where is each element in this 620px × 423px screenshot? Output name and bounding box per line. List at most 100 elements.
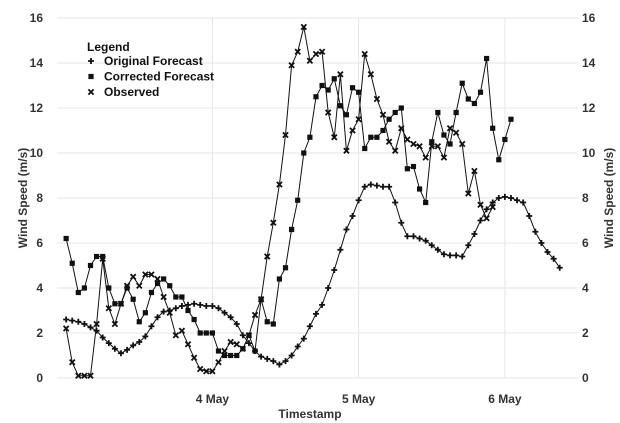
data-point-original-forecast <box>520 199 527 206</box>
x-tick-label: 6 May <box>488 392 522 406</box>
data-point-original-forecast <box>185 301 192 308</box>
data-point-observed <box>178 327 186 334</box>
data-point-observed <box>166 309 173 316</box>
data-point-original-forecast <box>288 352 295 359</box>
y-tick-label-right: 10 <box>582 146 596 160</box>
data-point-observed <box>117 300 125 307</box>
data-point-corrected-forecast <box>441 132 447 138</box>
data-point-corrected-forecast <box>221 352 228 359</box>
data-point-observed <box>349 127 356 134</box>
data-point-original-forecast <box>136 339 143 345</box>
legend-title: Legend <box>87 40 130 54</box>
data-point-corrected-forecast <box>264 319 270 325</box>
data-point-original-forecast <box>434 246 441 253</box>
data-point-observed <box>123 282 131 289</box>
data-point-observed <box>172 332 180 339</box>
legend-label: Corrected Forecast <box>104 70 214 84</box>
data-point-corrected-forecast <box>301 150 307 156</box>
data-point-observed <box>129 273 137 280</box>
y-tick-label-left: 16 <box>30 11 44 25</box>
data-point-corrected-forecast <box>362 145 368 152</box>
data-point-corrected-forecast <box>100 253 106 260</box>
data-point-original-forecast <box>124 346 131 353</box>
data-point-observed <box>81 372 88 379</box>
data-point-corrected-forecast <box>483 55 490 62</box>
data-point-observed <box>87 372 94 379</box>
data-point-original-forecast <box>459 253 466 260</box>
data-point-observed <box>331 134 338 141</box>
y-tick-label-right: 6 <box>582 236 589 250</box>
data-point-observed <box>373 95 381 103</box>
data-point-observed <box>324 109 332 116</box>
data-point-corrected-forecast <box>380 127 386 134</box>
data-point-original-forecast <box>495 195 502 201</box>
data-point-original-forecast <box>276 361 283 368</box>
data-point-corrected-forecast <box>319 82 325 89</box>
data-point-observed <box>379 111 387 118</box>
data-point-corrected-forecast <box>435 109 441 116</box>
data-point-original-forecast <box>258 353 265 360</box>
data-point-observed <box>312 50 320 58</box>
data-point-original-forecast <box>373 182 380 189</box>
y-tick-label-left: 12 <box>30 101 44 115</box>
data-point-corrected-forecast <box>87 262 94 269</box>
data-point-corrected-forecast <box>295 197 301 203</box>
data-point-original-forecast <box>215 305 222 312</box>
data-point-original-forecast <box>142 333 149 340</box>
data-point-corrected-forecast <box>453 109 459 116</box>
data-point-corrected-forecast <box>398 105 404 111</box>
data-point-original-forecast <box>526 213 533 219</box>
data-point-observed <box>203 368 210 375</box>
data-point-corrected-forecast <box>270 321 276 327</box>
data-point-original-forecast <box>386 183 393 190</box>
data-point-observed <box>294 48 301 55</box>
y-tick-label-left: 8 <box>36 191 43 205</box>
data-point-corrected-forecast <box>191 316 197 323</box>
axis-layer: 0 0 2 2 4 4 6 6 8 8 10 10 12 12 14 14 16 16 4 May 5 May 6 Ma… <box>30 11 596 406</box>
data-point-observed <box>440 154 448 161</box>
data-point-original-forecast <box>111 345 118 352</box>
data-point-corrected-forecast <box>106 285 112 291</box>
data-point-observed <box>337 71 344 78</box>
data-point-original-forecast <box>99 334 106 341</box>
data-point-corrected-forecast <box>185 307 191 314</box>
data-point-original-forecast <box>349 213 356 219</box>
data-point-original-forecast <box>306 323 313 330</box>
data-point-corrected-forecast <box>148 289 155 296</box>
data-point-observed <box>318 48 326 55</box>
data-point-original-forecast <box>105 340 112 347</box>
data-point-observed <box>257 296 265 303</box>
data-point-observed <box>422 154 429 161</box>
data-point-corrected-forecast <box>289 226 295 233</box>
data-point-observed <box>215 359 222 366</box>
data-point-corrected-forecast <box>343 112 350 118</box>
x-axis-title: Timestamp <box>278 407 341 421</box>
data-point-observed <box>196 365 204 373</box>
data-point-corrected-forecast <box>447 141 453 147</box>
data-point-observed <box>391 147 399 154</box>
data-point-observed <box>434 143 442 150</box>
data-point-observed <box>233 341 240 348</box>
legend-label: Original Forecast <box>104 54 203 68</box>
data-point-corrected-forecast <box>459 80 465 86</box>
y-tick-label-left: 2 <box>36 326 43 340</box>
data-point-original-forecast <box>63 316 70 323</box>
data-point-original-forecast <box>428 242 435 249</box>
data-point-observed <box>404 136 411 143</box>
data-point-corrected-forecast <box>136 319 142 325</box>
data-point-original-forecast <box>507 195 514 201</box>
data-point-corrected-forecast <box>423 199 429 206</box>
data-point-observed <box>68 359 76 366</box>
data-point-observed <box>93 320 100 328</box>
data-point-original-forecast <box>544 249 551 255</box>
data-point-observed <box>184 341 192 348</box>
data-point-corrected-forecast <box>209 330 215 336</box>
data-point-corrected-forecast <box>252 348 258 354</box>
data-point-corrected-forecast <box>276 276 283 282</box>
data-point-observed <box>367 71 375 78</box>
data-point-original-forecast <box>75 318 82 325</box>
data-point-corrected-forecast <box>331 76 337 82</box>
data-point-corrected-forecast <box>130 296 136 302</box>
data-point-corrected-forecast <box>69 260 75 266</box>
data-point-observed <box>221 347 228 355</box>
